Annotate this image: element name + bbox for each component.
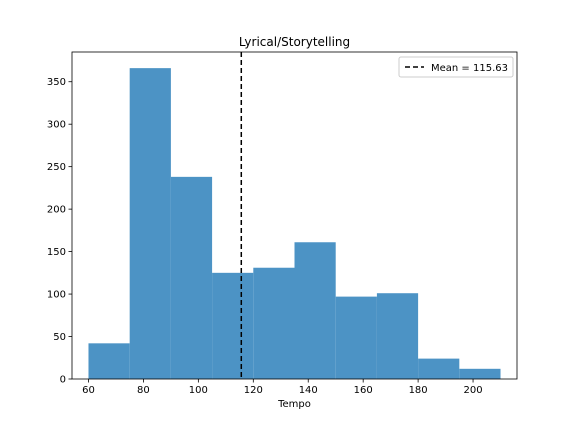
x-axis-label: Tempo [277,399,311,410]
x-tick-label: 200 [464,385,483,396]
y-tick-label: 100 [47,290,66,301]
histogram-bar [335,296,377,379]
x-tick-label: 140 [299,385,318,396]
y-tick-label: 200 [47,205,66,216]
histogram-bar [170,176,213,379]
legend-box [398,56,514,78]
x-tick-label: 100 [189,385,208,396]
y-axis-ticks: 0 50 100 150 200 250 300 350 [47,77,72,386]
y-tick-label: 350 [47,77,66,88]
legend: Mean = 115.63 [398,56,514,78]
y-tick-label: 0 [60,375,66,386]
histogram-bar [459,368,501,379]
histogram-bar [129,68,171,379]
histogram-bars [88,68,501,379]
chart-title: Lyrical/Storytelling [239,35,350,49]
x-tick-label: 60 [82,385,95,396]
y-tick-label: 150 [47,247,66,258]
legend-label: Mean = 115.63 [431,63,508,74]
histogram-bar [88,343,130,379]
x-axis-ticks: 60 80 100 120 140 160 180 200 [82,379,483,396]
histogram-bar [212,272,254,379]
histogram-bar [253,267,295,379]
y-tick-label: 50 [53,332,66,343]
x-tick-label: 80 [137,385,150,396]
x-tick-label: 120 [244,385,263,396]
histogram-bar [294,242,336,379]
x-tick-label: 160 [354,385,373,396]
plot-frame [71,51,518,380]
histogram-bar [418,358,460,379]
y-tick-label: 300 [47,120,66,131]
y-tick-label: 250 [47,162,66,173]
x-tick-label: 180 [409,385,428,396]
histogram-bar [376,293,419,379]
